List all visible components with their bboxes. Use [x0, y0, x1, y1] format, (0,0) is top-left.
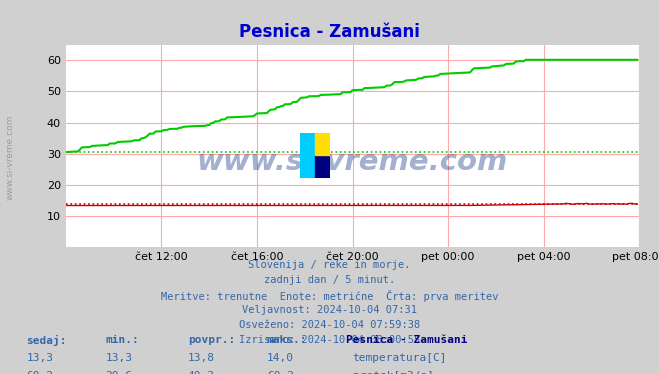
Text: www.si-vreme.com: www.si-vreme.com	[197, 148, 508, 176]
Text: Meritve: trenutne  Enote: metrične  Črta: prva meritev: Meritve: trenutne Enote: metrične Črta: …	[161, 290, 498, 302]
Text: 13,3: 13,3	[105, 353, 132, 363]
Text: 40,3: 40,3	[188, 371, 215, 374]
Text: povpr.:: povpr.:	[188, 335, 235, 345]
Text: www.si-vreme.com: www.si-vreme.com	[5, 114, 14, 200]
Text: Osveženo: 2024-10-04 07:59:38: Osveženo: 2024-10-04 07:59:38	[239, 320, 420, 330]
Text: Slovenija / reke in morje.: Slovenija / reke in morje.	[248, 260, 411, 270]
Text: 30,6: 30,6	[105, 371, 132, 374]
Text: pretok[m3/s]: pretok[m3/s]	[353, 371, 434, 374]
Text: 14,0: 14,0	[267, 353, 294, 363]
Text: 13,3: 13,3	[26, 353, 53, 363]
Text: zadnji dan / 5 minut.: zadnji dan / 5 minut.	[264, 275, 395, 285]
Text: sedaj:: sedaj:	[26, 335, 67, 346]
Text: Izrisano: 2024-10-04 08:00:55: Izrisano: 2024-10-04 08:00:55	[239, 335, 420, 345]
Text: Pesnica - Zamušani: Pesnica - Zamušani	[346, 335, 467, 345]
Text: maks.:: maks.:	[267, 335, 307, 345]
FancyBboxPatch shape	[315, 133, 330, 155]
Text: Pesnica - Zamušani: Pesnica - Zamušani	[239, 23, 420, 41]
Text: min.:: min.:	[105, 335, 139, 345]
Text: 60,2: 60,2	[267, 371, 294, 374]
Text: 60,2: 60,2	[26, 371, 53, 374]
FancyBboxPatch shape	[315, 155, 330, 178]
Text: temperatura[C]: temperatura[C]	[353, 353, 447, 363]
Text: Veljavnost: 2024-10-04 07:31: Veljavnost: 2024-10-04 07:31	[242, 305, 417, 315]
Text: 13,8: 13,8	[188, 353, 215, 363]
FancyBboxPatch shape	[300, 133, 315, 178]
